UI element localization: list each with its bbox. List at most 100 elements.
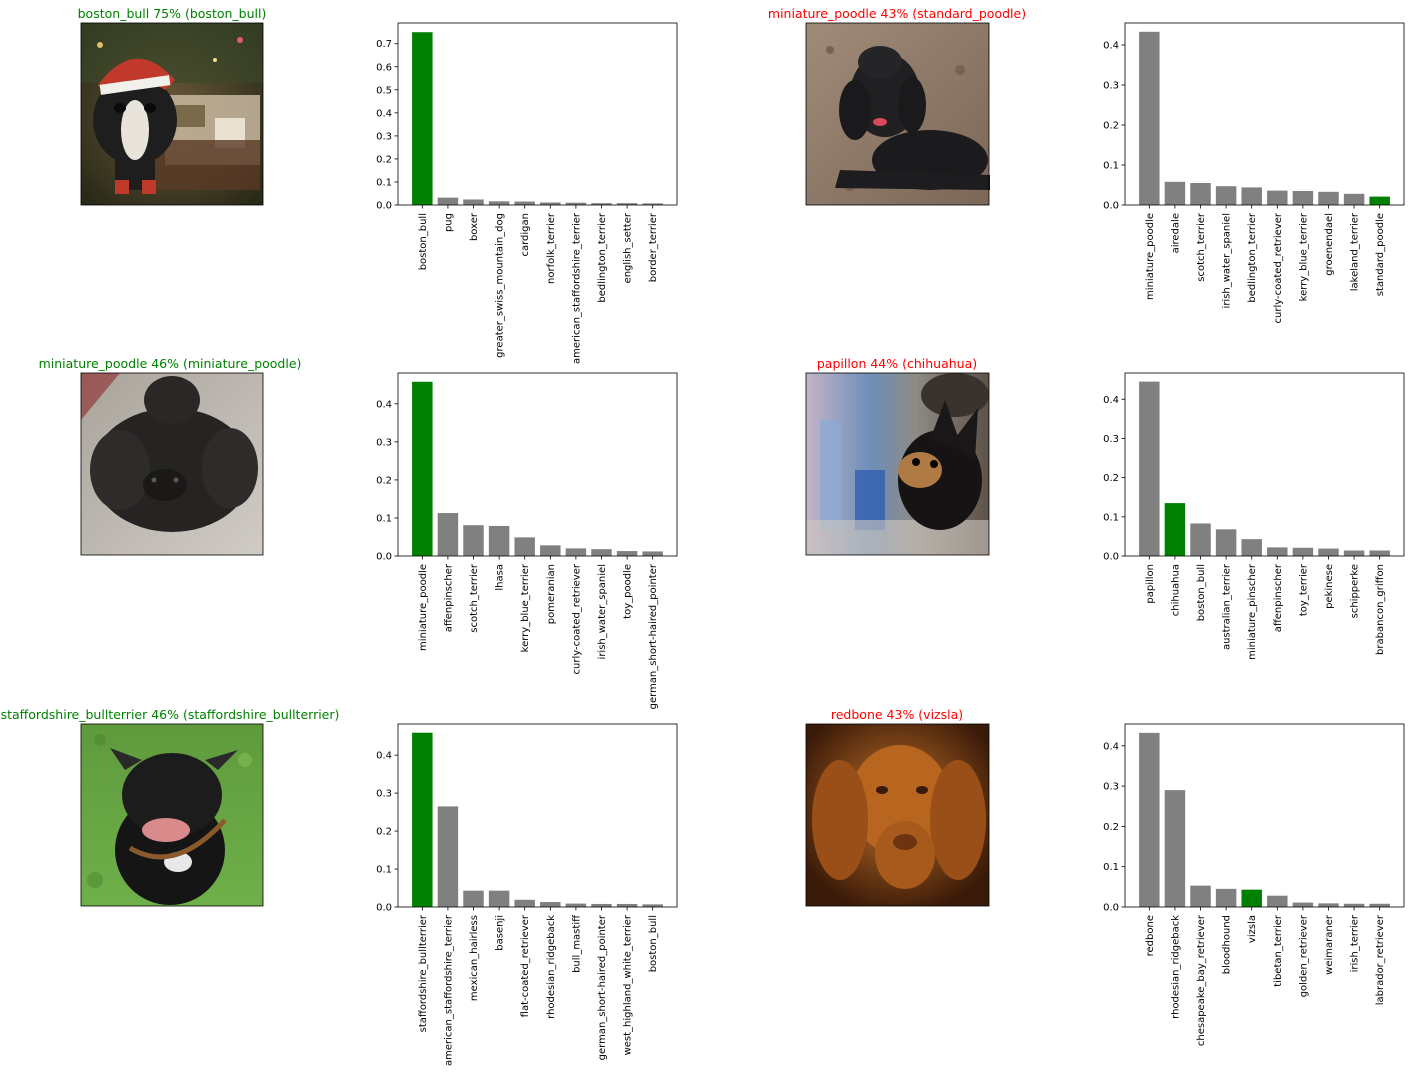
y-tick-label: 0.4 [1103, 741, 1119, 752]
axes-frame [1124, 723, 1405, 908]
panel-title: papillon 44% (chihuahua) [817, 356, 977, 371]
x-tick-label: pug [443, 213, 454, 232]
bar [1369, 903, 1390, 907]
x-tick-label: labrador_retriever [1375, 914, 1386, 1005]
y-tick-label: 0.1 [376, 513, 392, 524]
x-tick-label: airedale [1170, 213, 1181, 253]
dog-photo-miniature-poodle [80, 372, 264, 556]
bar [1215, 186, 1237, 205]
bar [488, 890, 510, 907]
y-tick-label: 0.1 [1103, 862, 1119, 873]
axes-frame [397, 372, 678, 557]
x-tick-label: boston_bull [648, 915, 659, 972]
bar [1241, 539, 1262, 556]
bar [412, 32, 433, 205]
bar [514, 201, 535, 205]
x-tick-label: toy_poodle [623, 564, 634, 619]
y-tick-label: 0.4 [376, 399, 392, 410]
y-tick-label: 0.1 [376, 865, 392, 876]
axes-frame [397, 723, 678, 908]
x-tick-label: basenji [495, 915, 506, 951]
x-tick-label: irish_water_spaniel [597, 564, 608, 659]
bar [591, 203, 612, 205]
y-tick-label: 0.0 [376, 552, 392, 563]
x-tick-label: chihuahua [1170, 564, 1181, 616]
bar [616, 551, 638, 556]
bar [1190, 523, 1211, 556]
x-tick-label: norfolk_terrier [546, 212, 557, 284]
bar-chart: 0.0 0.1 0.2 0.3 0.4 redbone rhodesian_ridgebac… [1103, 723, 1405, 1046]
bar [1318, 548, 1339, 556]
x-tick-label: german_short-haired_pointer [648, 563, 659, 709]
x-tick-label: affenpinscher [1273, 563, 1284, 632]
y-tick-label: 0.0 [1103, 201, 1119, 212]
bar [1369, 196, 1390, 205]
x-tick-label: groenendael [1324, 213, 1335, 276]
bar [1292, 547, 1314, 556]
x-tick-label: curly-coated_retriever [1273, 212, 1284, 323]
bar [1369, 550, 1390, 556]
bar [1318, 191, 1339, 205]
y-tick-label: 0.3 [376, 437, 392, 448]
bar-chart: 0.0 0.1 0.2 0.3 0.4 miniature_poodle affenpins… [376, 372, 678, 709]
dog-photo-boston-bull [80, 22, 264, 206]
x-tick-label: kerry_blue_terrier [520, 563, 531, 652]
x-tick-label: vizsla [1247, 915, 1258, 943]
bar [1292, 902, 1314, 907]
y-tick-label: 0.3 [1103, 782, 1119, 793]
y-tick-label: 0.3 [1103, 434, 1119, 445]
y-tick-label: 0.2 [376, 154, 392, 165]
bar [642, 904, 663, 907]
y-tick-label: 0.1 [1103, 161, 1119, 172]
bar [1241, 187, 1262, 205]
panel-title: miniature_poodle 46% (miniature_poodle) [39, 356, 302, 371]
x-tick-label: german_short-haired_pointer [597, 914, 608, 1060]
bar [463, 199, 484, 205]
dog-photo-standard-poodle [805, 22, 990, 206]
x-tick-label: golden_retriever [1298, 914, 1309, 997]
x-tick-label: standard_poodle [1375, 213, 1386, 296]
bar [1241, 889, 1262, 907]
bar [437, 197, 459, 205]
bar [1164, 790, 1186, 907]
x-tick-label: greater_swiss_mountain_dog [495, 213, 506, 358]
bar [463, 890, 484, 907]
x-tick-label: schipperke [1350, 564, 1361, 618]
bar [1164, 503, 1186, 556]
y-tick-label: 0.2 [376, 827, 392, 838]
y-tick-label: 0.2 [1103, 473, 1119, 484]
x-tick-label: english_setter [623, 212, 634, 283]
bar [1267, 895, 1288, 907]
x-tick-label: cardigan [520, 213, 531, 257]
panel-title: miniature_poodle 43% (standard_poodle) [768, 6, 1026, 21]
x-tick-label: tibetan_terrier [1273, 914, 1284, 987]
x-tick-label: american_staffordshire_terrier [571, 212, 582, 364]
bar [1139, 31, 1160, 205]
y-tick-label: 0.0 [376, 201, 392, 212]
x-tick-label: brabancon_griffon [1375, 564, 1386, 655]
bar-chart: 0.0 0.1 0.2 0.3 0.4 papillon chihuahua boston_b… [1103, 372, 1405, 660]
x-tick-label: pekinese [1324, 564, 1335, 609]
bar [1343, 903, 1365, 907]
bar [412, 732, 433, 907]
x-tick-label: kerry_blue_terrier [1298, 212, 1309, 301]
x-tick-label: lakeland_terrier [1350, 212, 1361, 291]
x-tick-label: weimaraner [1324, 914, 1335, 975]
x-tick-label: flat-coated_retriever [520, 914, 531, 1017]
x-tick-label: curly-coated_retriever [571, 563, 582, 674]
bar [1139, 732, 1160, 907]
x-tick-label: affenpinscher [443, 563, 454, 632]
bar [463, 525, 484, 556]
bar [591, 549, 612, 556]
bar-chart: 0.0 0.1 0.2 0.3 0.4 staffordshire_bullterrier… [376, 723, 678, 1066]
x-tick-label: boxer [469, 212, 480, 241]
axes-frame [397, 22, 678, 206]
y-tick-label: 0.7 [376, 39, 392, 50]
bar [642, 203, 663, 205]
x-tick-label: rhodesian_ridgeback [546, 915, 557, 1019]
y-tick-label: 0.5 [376, 85, 392, 96]
y-tick-label: 0.4 [1103, 395, 1119, 406]
y-tick-label: 0.0 [1103, 903, 1119, 914]
bar [1190, 183, 1211, 205]
